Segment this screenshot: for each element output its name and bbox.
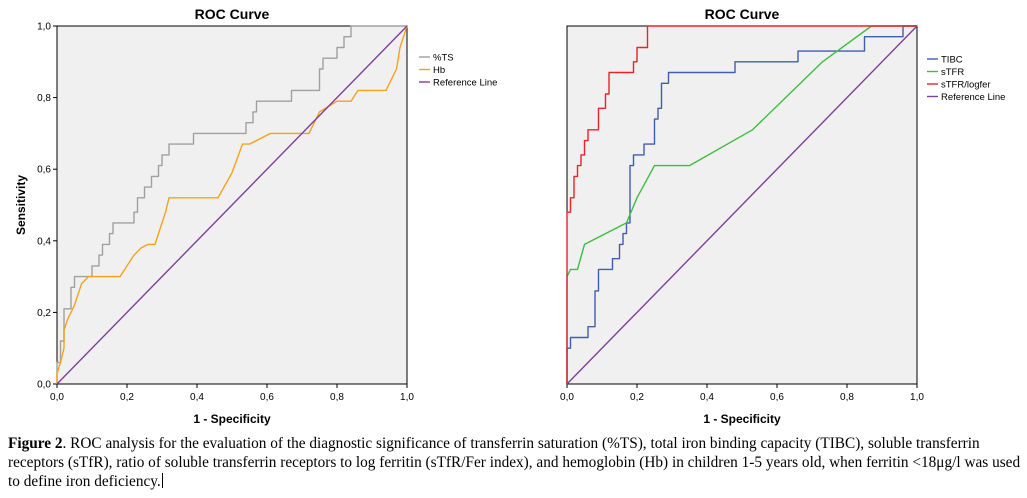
y-tick-label: 0,6 — [37, 165, 51, 176]
series-line-reference-line — [566, 25, 918, 385]
caption-text: . ROC analysis for the evaluation of the… — [8, 435, 1021, 490]
x-tick-label: 0,8 — [840, 392, 854, 403]
x-tick-label: 1,0 — [400, 392, 414, 403]
x-tick-label: 0,6 — [260, 392, 274, 403]
roc-chart-2: ROC Curve 0,0 0,2 0,4 0,6 0,8 1,0 1 - Specifici… — [560, 6, 1005, 426]
x-tick-label: 0,0 — [50, 392, 64, 403]
legend-entry: sTFR — [941, 67, 964, 78]
series-line-stfr-logfer — [566, 25, 917, 384]
x-tick-label: 0,0 — [560, 392, 574, 403]
legend-entry: Reference Line — [941, 92, 1005, 103]
legend-entry: Hb — [433, 65, 445, 76]
series-line-stfr — [566, 25, 917, 384]
legend-entry: TIBC — [941, 55, 963, 66]
x-tick-label: 0,2 — [120, 392, 134, 403]
chart-title: ROC Curve — [195, 6, 270, 22]
x-axis-label: 1 - Specificity — [193, 412, 271, 426]
series-line-tibc — [566, 25, 917, 384]
x-tick-label: 0,4 — [700, 392, 714, 403]
figure-caption: Figure 2. ROC analysis for the evaluatio… — [8, 434, 1022, 491]
series-line-hb — [56, 25, 408, 384]
legend-entry: sTFR/logfer — [941, 80, 991, 91]
roc-figure: ROC Curve 0,0 0,2 0,4 0,6 0,8 1,0 0,0 0,2 0,4 0,6 0… — [14, 6, 1005, 426]
y-tick-label: 0,0 — [37, 380, 51, 391]
series-line--ts — [56, 25, 407, 384]
y-tick-label: 0,8 — [37, 93, 51, 104]
y-axis-label: Sensitivity — [14, 175, 28, 235]
y-tick-label: 0,4 — [37, 236, 51, 247]
x-tick-label: 0,6 — [770, 392, 784, 403]
chart-title: ROC Curve — [705, 6, 780, 22]
text-cursor — [161, 473, 163, 488]
x-tick-label: 0,8 — [330, 392, 344, 403]
series-line-reference-line — [56, 25, 408, 385]
y-tick-label: 0,2 — [37, 308, 51, 319]
roc-chart-1: ROC Curve 0,0 0,2 0,4 0,6 0,8 1,0 0,0 0,2 0,4 0,6 0… — [14, 6, 497, 426]
legend-entry: Reference Line — [433, 78, 497, 89]
x-tick-label: 1,0 — [910, 392, 924, 403]
x-tick-label: 0,2 — [630, 392, 644, 403]
y-tick-label: 1,0 — [37, 22, 51, 33]
legend-entry: %TS — [433, 53, 454, 64]
caption-label: Figure 2 — [8, 435, 63, 452]
x-axis-label: 1 - Specificity — [703, 412, 781, 426]
x-tick-label: 0,4 — [190, 392, 204, 403]
